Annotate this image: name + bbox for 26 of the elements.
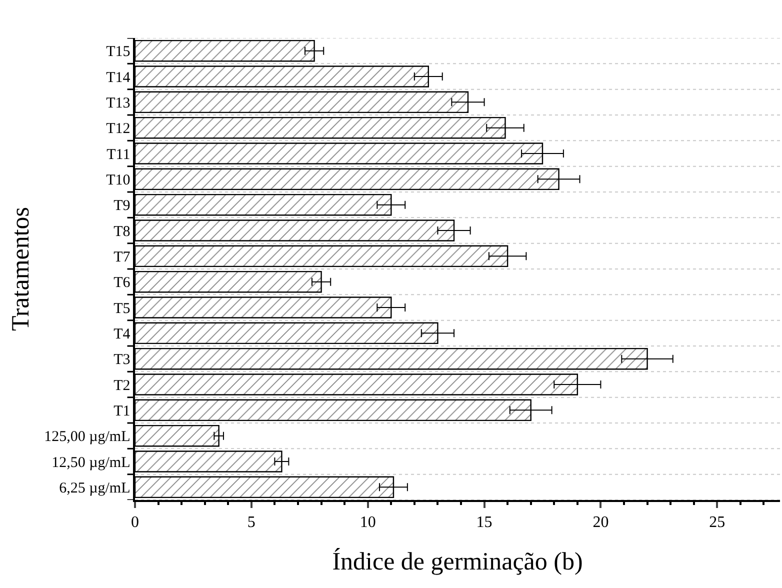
x-tick-label: 5 bbox=[247, 514, 256, 531]
x-tick-label: 0 bbox=[131, 514, 139, 531]
y-tick-label: T11 bbox=[106, 146, 130, 163]
y-tick-label: T6 bbox=[114, 275, 131, 292]
y-tick-label: T15 bbox=[106, 44, 130, 60]
y-tick-label: T4 bbox=[114, 326, 131, 342]
y-tick-label: 125,00 µg/mL bbox=[44, 429, 130, 446]
y-tick-label: T3 bbox=[114, 352, 130, 368]
y-axis-title: Tratamentos bbox=[7, 206, 34, 332]
y-tick-label: T1 bbox=[114, 403, 130, 420]
y-tick-label: T10 bbox=[106, 172, 130, 188]
y-tick-label: T13 bbox=[106, 95, 130, 112]
y-tick-label: T8 bbox=[114, 224, 130, 240]
y-tick-label: T2 bbox=[114, 378, 130, 394]
x-tick-label: 25 bbox=[709, 514, 726, 531]
y-tick-label: T5 bbox=[114, 300, 130, 317]
x-tick-label: 10 bbox=[360, 514, 376, 531]
y-tick-label: T14 bbox=[106, 70, 131, 86]
y-tick-label: 6,25 µg/mL bbox=[59, 480, 130, 496]
y-tick-label: T9 bbox=[114, 198, 130, 214]
x-tick-label: 20 bbox=[592, 514, 609, 531]
y-tick-label: T12 bbox=[106, 121, 130, 138]
y-tick-label: 12,50 µg/mL bbox=[52, 454, 130, 471]
x-axis-title: Índice de germinação (b) bbox=[332, 547, 583, 576]
x-tick-label: 15 bbox=[476, 514, 492, 531]
y-tick-label: T7 bbox=[114, 249, 131, 266]
